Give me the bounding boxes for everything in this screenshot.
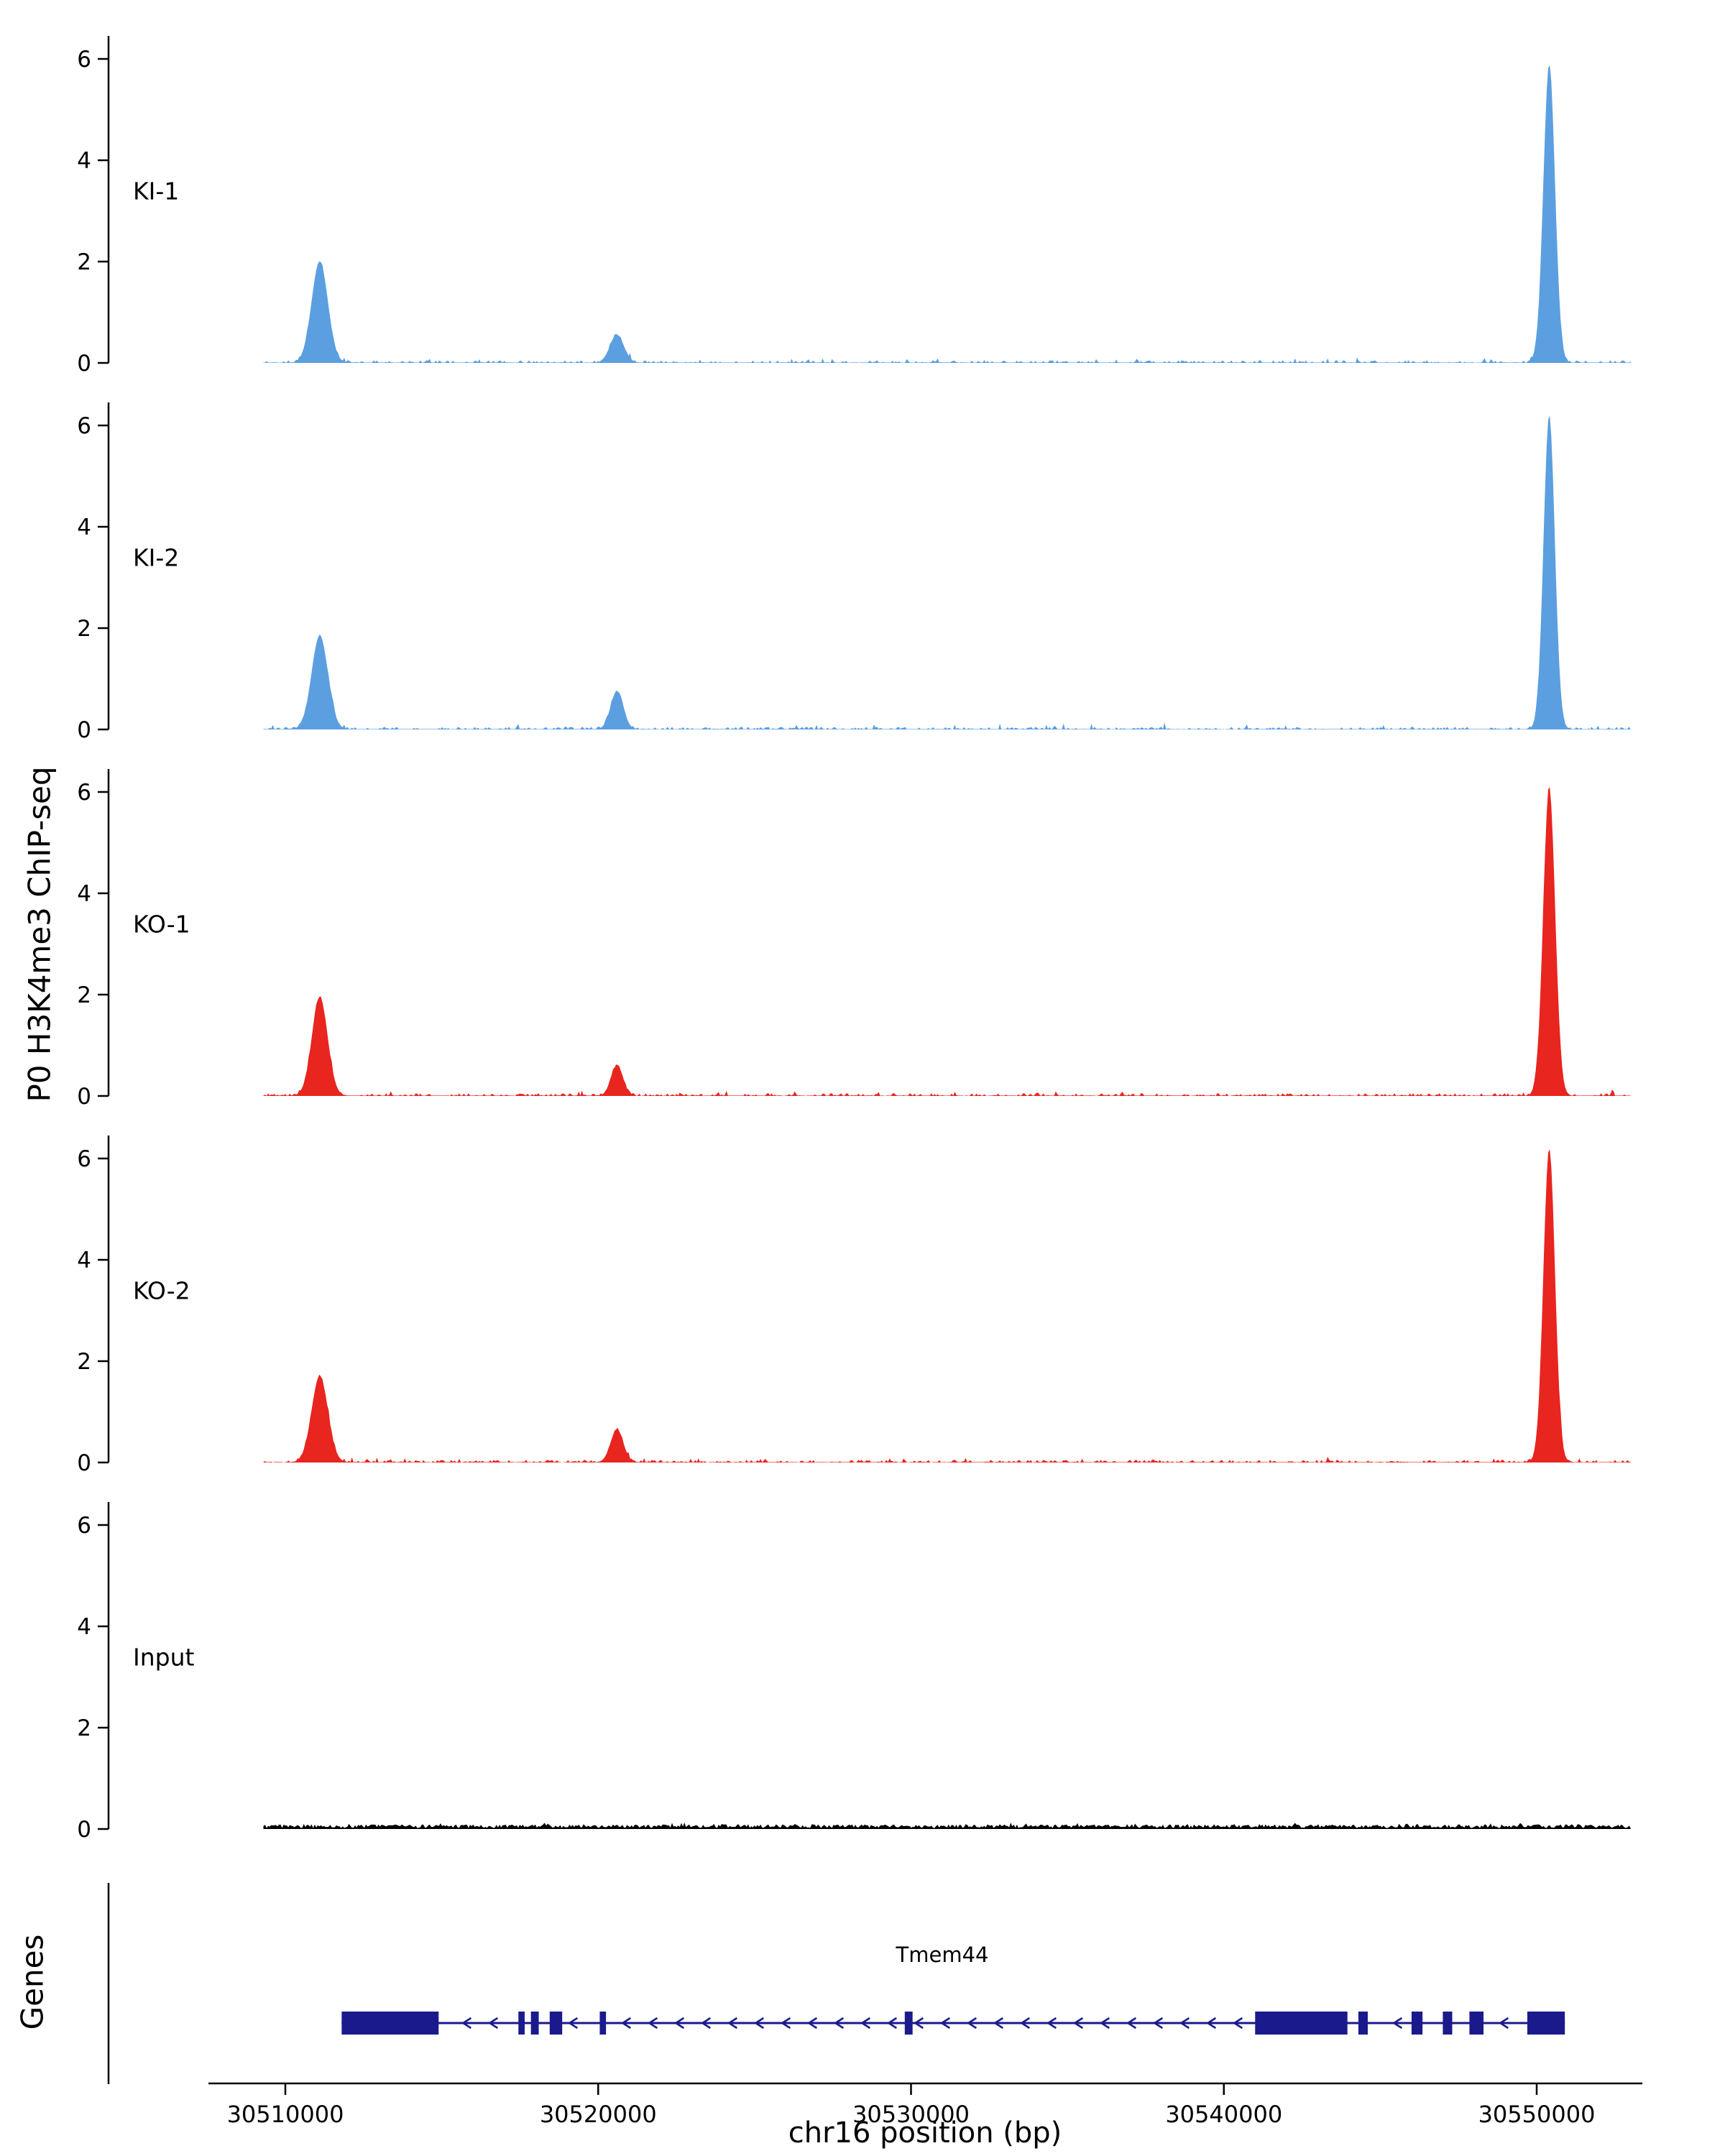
y-tick-label: 6 [77, 47, 91, 73]
strand-arrow-left-icon [806, 2017, 818, 2030]
gene-exon [518, 2012, 525, 2035]
coverage-area-ko-2 [263, 1149, 1631, 1462]
strand-arrow-left-icon [1392, 2017, 1403, 2030]
strand-arrow-left-icon [620, 2017, 632, 2030]
strand-arrow-left-icon [1126, 2017, 1137, 2030]
coverage-area-ki-2 [263, 415, 1631, 729]
strand-arrow-left-icon [913, 2017, 924, 2030]
strand-arrow-left-icon [1152, 2017, 1164, 2030]
y-tick-label: 4 [77, 1614, 91, 1640]
gene-exon [1255, 2012, 1348, 2035]
y-tick-label: 4 [77, 881, 91, 907]
x-axis-title: chr16 position (bp) [788, 2116, 1062, 2150]
strand-arrow-left-icon [727, 2017, 738, 2030]
strand-arrow-left-icon [833, 2017, 845, 2030]
y-tick-label: 4 [77, 148, 91, 174]
strand-arrow-left-icon [939, 2017, 951, 2030]
strand-arrow-left-icon [1179, 2017, 1190, 2030]
strand-arrow-left-icon [1232, 2017, 1243, 2030]
signal-track-input: 0 2 4 6 Input [77, 1502, 1631, 1843]
gene-name-label: Tmem44 [896, 1943, 989, 1967]
strand-arrow-left-icon [966, 2017, 978, 2030]
y-tick-label: 2 [77, 1349, 91, 1375]
coverage-area-input [263, 1823, 1631, 1829]
coverage-area-ko-1 [263, 787, 1631, 1096]
signal-track-ki-1: 0 2 4 6 KI-1 [77, 36, 1631, 377]
y-tick-label: 2 [77, 249, 91, 275]
signal-track-ki-2: 0 2 4 6 KI-2 [77, 402, 1631, 743]
gene-exon [1527, 2012, 1565, 2035]
x-axis: 30510000 30520000 30530000 30540000 30550000 [208, 2082, 1642, 2128]
y-tick-label: 0 [77, 717, 91, 743]
gene-exon [1358, 2012, 1368, 2035]
strand-arrow-left-icon [673, 2017, 685, 2030]
strand-arrow-left-icon [1019, 2017, 1031, 2030]
strand-arrow-left-icon [1099, 2017, 1110, 2030]
strand-arrow-left-icon [700, 2017, 712, 2030]
strand-arrow-left-icon [886, 2017, 898, 2030]
y-tick-label: 2 [77, 616, 91, 642]
strand-arrow-left-icon [461, 2017, 472, 2030]
y-tick-label: 6 [77, 1146, 91, 1172]
coverage-area-ki-1 [263, 65, 1631, 364]
gene-exon [904, 2012, 913, 2035]
signal-track-ko-2: 0 2 4 6 KO-2 [77, 1135, 1631, 1476]
gene-exon [1469, 2012, 1484, 2035]
x-tick-label: 30530000 [852, 2101, 970, 2128]
track-label-ki-1: KI-1 [133, 178, 179, 206]
strand-arrow-left-icon [993, 2017, 1004, 2030]
y-tick-label: 6 [77, 780, 91, 806]
y-tick-label: 0 [77, 1817, 91, 1843]
strand-arrow-left-icon [647, 2017, 658, 2030]
y-tick-label: 4 [77, 1248, 91, 1273]
x-tick-label: 30520000 [540, 2101, 657, 2128]
strand-arrow-left-icon [1072, 2017, 1084, 2030]
strand-arrow-left-icon [1498, 2017, 1509, 2030]
strand-arrow-left-icon [780, 2017, 791, 2030]
gene-exon [549, 2012, 563, 2035]
y-tick-label: 4 [77, 515, 91, 540]
y-tick-label: 6 [77, 413, 91, 439]
track-label-ki-2: KI-2 [133, 544, 179, 572]
signal-track-ko-1: 0 2 4 6 KO-1 [77, 769, 1631, 1110]
gene-exon [1411, 2012, 1423, 2035]
y-tick-label: 2 [77, 1715, 91, 1741]
track-label-ko-2: KO-2 [133, 1277, 190, 1305]
strand-arrow-left-icon [487, 2017, 499, 2030]
y-tick-label: 6 [77, 1513, 91, 1539]
x-tick-label: 30510000 [227, 2101, 344, 2128]
strand-arrow-left-icon [567, 2017, 579, 2030]
gene-exon [341, 2012, 439, 2035]
x-tick-label: 30550000 [1478, 2101, 1596, 2128]
strand-arrow-left-icon [1205, 2017, 1217, 2030]
strand-arrow-left-icon [1046, 2017, 1057, 2030]
gene-exon [599, 2012, 607, 2035]
track-label-input: Input [133, 1644, 195, 1672]
strand-arrow-left-icon [860, 2017, 871, 2030]
y-tick-label: 2 [77, 982, 91, 1008]
y-tick-label: 0 [77, 1084, 91, 1110]
gene-exon [1443, 2012, 1453, 2035]
gene-track: Tmem44 [107, 1883, 1565, 2084]
strand-arrow-left-icon [753, 2017, 765, 2030]
y-tick-label: 0 [77, 351, 91, 377]
y-tick-label: 0 [77, 1450, 91, 1476]
track-label-ko-1: KO-1 [133, 911, 190, 939]
gene-exon [530, 2012, 539, 2035]
x-tick-label: 30540000 [1165, 2101, 1282, 2128]
